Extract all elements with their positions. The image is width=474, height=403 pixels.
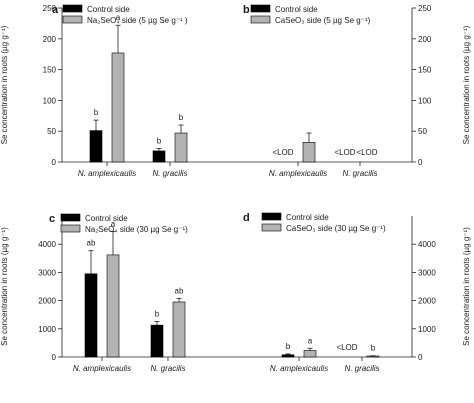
- bar: [281, 354, 295, 358]
- lod-label: <LOD: [356, 148, 377, 157]
- y-axis-title: Se concentration in roots (µg g⁻¹): [462, 25, 471, 144]
- y-tick-label: 150: [43, 66, 57, 75]
- y-tick-label: 150: [418, 66, 432, 75]
- legend-label: Na₂SeO₄ side (5 µg Se g⁻¹ ): [87, 16, 188, 25]
- bar: [174, 132, 188, 163]
- data-label: ab: [175, 286, 184, 295]
- y-tick-label: 2000: [38, 297, 56, 306]
- legend-label: Control side: [275, 5, 318, 14]
- legend-label: Na₂SeO₄ side (30 µg Se g⁻¹): [85, 225, 188, 234]
- bar: [89, 130, 103, 163]
- data-label: a: [308, 336, 313, 345]
- bar: [84, 273, 98, 358]
- y-tick-label: 2000: [418, 297, 436, 306]
- panel-letter: d: [243, 212, 250, 224]
- data-label: ab: [87, 239, 96, 248]
- legend-label: CaSeO₃ side (5 µg Se g⁻¹): [275, 16, 371, 25]
- legend-swatch: [60, 224, 81, 233]
- panel-a: 0 50 100 150 200 250 Se concentration in roots…: [0, 4, 234, 178]
- data-label: b: [179, 113, 184, 122]
- legend-swatch: [250, 4, 271, 13]
- y-tick-label: 250: [418, 4, 432, 13]
- x-tick-label: N. amplexicaulis: [269, 169, 327, 178]
- y-tick-label: 4000: [418, 240, 436, 249]
- y-axis-title: Se concentration in roots (µg g⁻¹): [462, 227, 471, 346]
- legend-swatch: [62, 4, 83, 13]
- y-tick-label: 0: [52, 353, 57, 362]
- bar: [302, 141, 316, 163]
- y-tick-label: 0: [418, 353, 423, 362]
- data-label: b: [94, 108, 99, 117]
- x-tick-label: N. amplexicaulis: [78, 169, 136, 178]
- legend-label: Control side: [85, 214, 128, 223]
- data-label: a: [111, 220, 116, 229]
- x-tick-label: N. gracilis: [344, 364, 379, 373]
- x-tick-label: N. gracilis: [152, 169, 187, 178]
- legend-swatch: [250, 15, 271, 24]
- panel-letter: b: [243, 4, 250, 16]
- data-label: b: [155, 309, 160, 318]
- y-tick-label: 250: [43, 4, 57, 13]
- lod-label: <LOD: [334, 148, 355, 157]
- data-label: b: [286, 342, 291, 351]
- bar: [366, 355, 380, 358]
- y-tick-label: 200: [418, 35, 432, 44]
- panel-letter: a: [52, 4, 59, 16]
- bar: [111, 52, 125, 163]
- x-tick-label: N. amplexicaulis: [270, 364, 328, 373]
- legend-swatch: [62, 15, 83, 24]
- legend-swatch: [261, 223, 282, 232]
- x-tick-label: N. amplexicaulis: [73, 364, 131, 373]
- lod-label: <LOD: [336, 343, 357, 352]
- y-axis-title: Se concentration in roots (µg g⁻¹): [0, 25, 9, 144]
- y-tick-label: 0: [52, 158, 57, 167]
- panel-letter: c: [49, 213, 55, 225]
- legend-label: Control side: [286, 213, 329, 222]
- y-tick-label: 50: [47, 127, 56, 136]
- data-label: a: [116, 13, 121, 22]
- y-tick-label: 50: [418, 127, 427, 136]
- y-tick-label: 0: [418, 158, 423, 167]
- y-tick-label: 100: [418, 96, 432, 105]
- y-tick-label: 1000: [418, 325, 436, 334]
- bar: [303, 350, 317, 358]
- legend-label: Control side: [87, 5, 130, 14]
- panel-c: 0 1000 2000 3000 4000 Se concentration in roo…: [0, 213, 234, 373]
- legend-label: CaSeO₃ side (30 µg Se g⁻¹): [286, 224, 386, 233]
- y-tick-label: 100: [43, 96, 57, 105]
- panel-d: 0 1000 2000 3000 4000 Se concentration in roo…: [234, 212, 471, 373]
- y-tick-label: 3000: [418, 268, 436, 277]
- bar: [152, 150, 166, 163]
- x-tick-label: N. gracilis: [150, 364, 185, 373]
- y-axis-title: Se concentration in roots (µg g⁻¹): [0, 227, 9, 346]
- panel-b: 0 50 100 150 200 250 Se concentration in roots…: [234, 4, 471, 178]
- legend-swatch: [261, 212, 282, 221]
- y-tick-label: 3000: [38, 268, 56, 277]
- legend-swatch: [60, 213, 81, 222]
- data-label: b: [371, 344, 376, 353]
- bar: [172, 301, 186, 358]
- y-tick-label: 1000: [38, 325, 56, 334]
- data-label: b: [157, 136, 162, 145]
- bar: [150, 324, 164, 358]
- x-tick-label: N. gracilis: [342, 169, 377, 178]
- lod-label: <LOD: [272, 148, 293, 157]
- bar: [106, 254, 120, 358]
- y-tick-label: 200: [43, 35, 57, 44]
- y-tick-label: 4000: [38, 240, 56, 249]
